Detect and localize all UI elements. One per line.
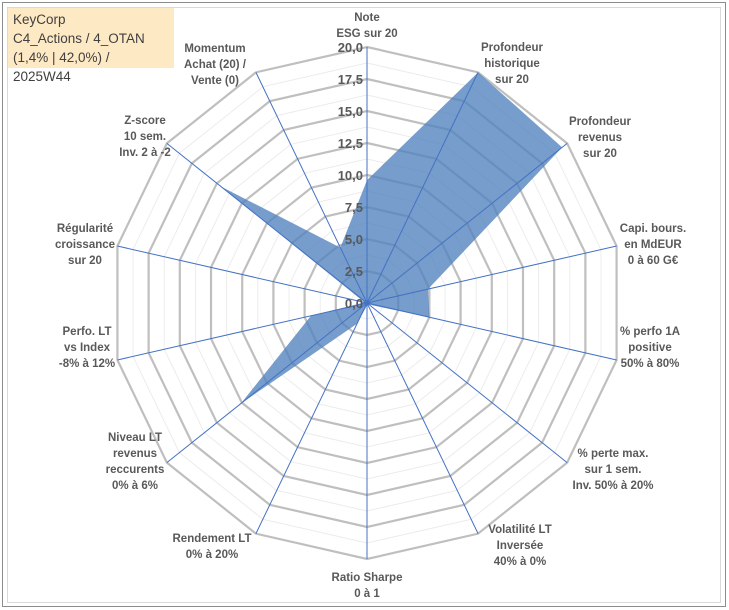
radial-tick-label: 17,5 bbox=[338, 72, 363, 87]
series-area bbox=[220, 72, 563, 404]
category-label: Note ESG sur 20 bbox=[336, 12, 398, 40]
radial-tick-label: 15,0 bbox=[338, 104, 363, 119]
axis-line bbox=[255, 72, 368, 304]
radial-tick-label: 2,5 bbox=[345, 264, 363, 279]
axis-line bbox=[366, 302, 617, 361]
axis-line bbox=[366, 72, 479, 304]
category-label: Volatilité LT Inversée 40% à 0% bbox=[488, 524, 552, 568]
axis-line bbox=[117, 302, 368, 361]
portfolio-stats: (1,4% | 42,0%) / 2025W44 bbox=[13, 50, 110, 84]
category-label: Capi. bours. en MdEUR 0 à 60 G€ bbox=[619, 223, 687, 267]
category-label: % perfo 1A positive 50% à 80% bbox=[619, 326, 681, 370]
category-label: Z-score 10 sem. Inv. 2 à -2 bbox=[119, 115, 171, 159]
radial-tick-label: 20,0 bbox=[338, 40, 363, 55]
axis-line bbox=[166, 142, 368, 304]
axis-line bbox=[366, 245, 617, 304]
category-label: Niveau LT revenus reccurents 0% à 6% bbox=[105, 432, 165, 492]
company-name: KeyCorp bbox=[13, 12, 66, 27]
radial-tick-label: 10,0 bbox=[338, 168, 363, 183]
category-label: % perte max. sur 1 sem. Inv. 50% à 20% bbox=[572, 448, 654, 492]
radial-tick-label: 7,5 bbox=[345, 200, 363, 215]
axis-line bbox=[255, 302, 368, 534]
axis-line bbox=[366, 302, 568, 464]
category-label: Rendement LT 0% à 20% bbox=[172, 533, 252, 561]
category-label: Perfo. LT vs Index -8% à 12% bbox=[58, 326, 116, 370]
category-label: Momentum Achat (20) / Vente (0) bbox=[184, 43, 246, 87]
info-box: KeyCorp C4_Actions / 4_OTAN (1,4% | 42,0… bbox=[8, 8, 174, 84]
plot-area bbox=[7, 7, 721, 603]
axis-line bbox=[117, 245, 368, 304]
category-label: Profondeur revenus sur 20 bbox=[569, 116, 631, 160]
axis-line bbox=[166, 302, 368, 464]
category-label: Régularité croissance sur 20 bbox=[54, 223, 116, 267]
axis-line bbox=[366, 302, 479, 534]
radial-tick-label: 5,0 bbox=[345, 232, 363, 247]
radial-tick-label: 12,5 bbox=[338, 136, 363, 151]
category-label: Ratio Sharpe 0 à 1 bbox=[331, 572, 403, 600]
portfolio-name: C4_Actions / 4_OTAN bbox=[13, 31, 145, 46]
radial-tick-label: 0,0 bbox=[345, 296, 363, 311]
axis-line bbox=[366, 142, 568, 304]
category-label: Profondeur historique sur 20 bbox=[481, 42, 543, 86]
